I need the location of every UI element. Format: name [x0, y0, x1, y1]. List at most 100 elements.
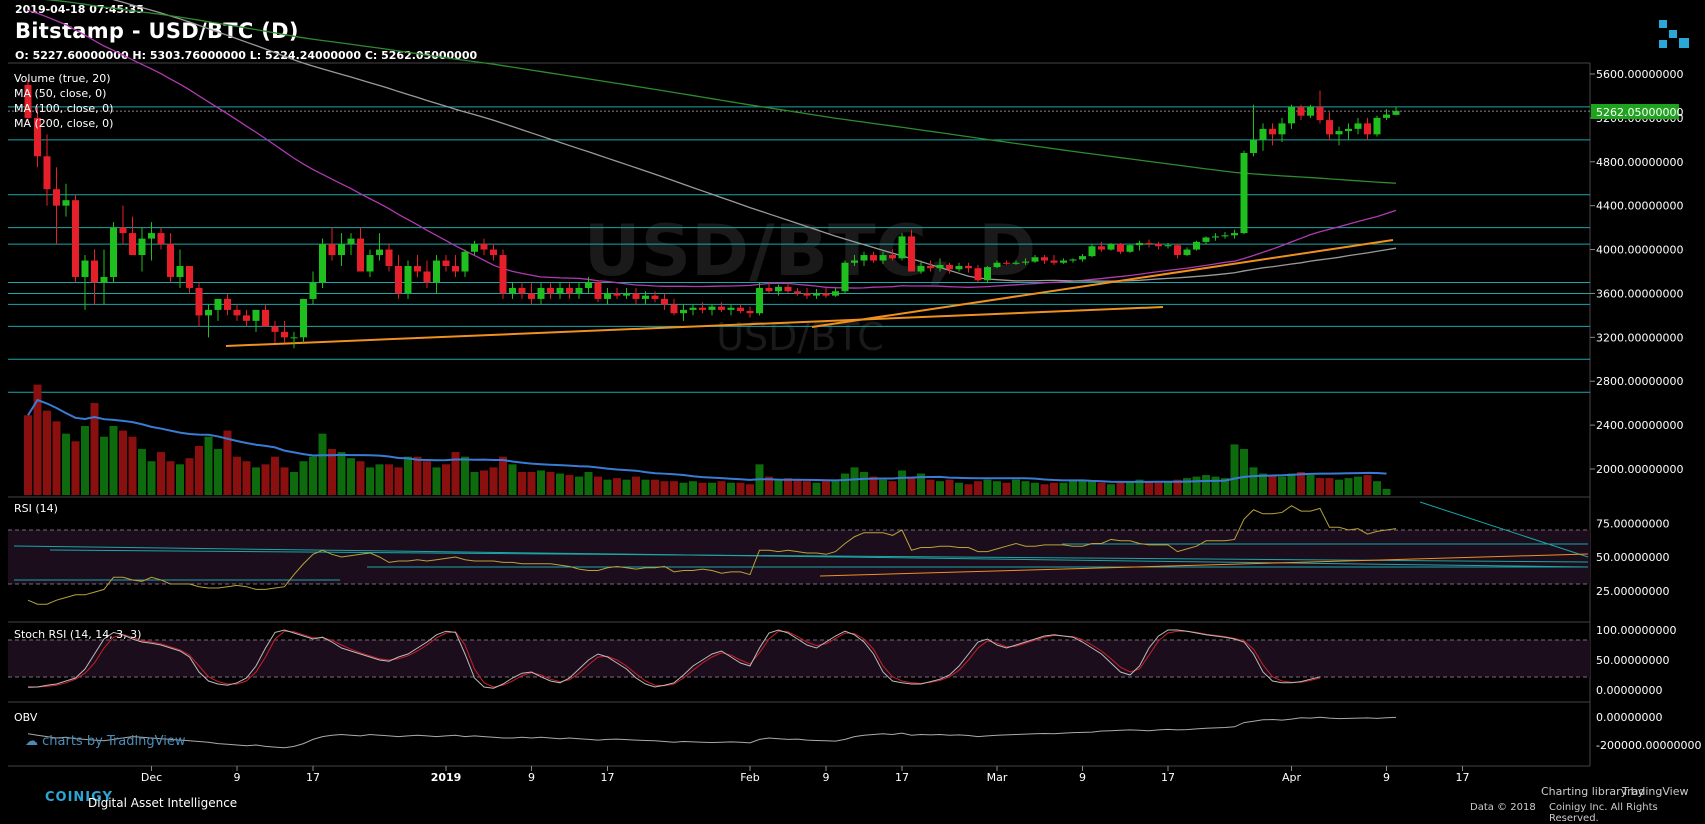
- stoch-k-series: [28, 629, 1321, 689]
- candle-body: [547, 287, 554, 294]
- volume-bar: [1373, 481, 1381, 495]
- candle-body: [642, 295, 649, 299]
- candle-body: [1269, 128, 1276, 135]
- coinigy-brand: COINIGY: [45, 790, 113, 805]
- volume-bar: [52, 421, 61, 495]
- candle-body: [1373, 117, 1381, 135]
- candle-body: [1278, 123, 1286, 135]
- volume-bar: [812, 482, 821, 495]
- volume-bar: [404, 456, 412, 495]
- volume-bar: [689, 481, 697, 495]
- candle-body: [1069, 259, 1077, 261]
- candle-body: [1316, 106, 1324, 121]
- volume-bar: [1202, 475, 1210, 495]
- last-price-tag-bg: [1591, 104, 1679, 119]
- rsi-trendline-6: [1419, 501, 1589, 558]
- volume-bar: [204, 436, 213, 495]
- volume-bar: [252, 467, 260, 495]
- volume-bar: [603, 479, 612, 495]
- volume-bar: [1230, 444, 1239, 495]
- volume-bar: [651, 479, 659, 495]
- volume-bar: [1173, 479, 1182, 495]
- volume-bar: [527, 472, 536, 495]
- moving-averages: [27, 0, 1397, 289]
- volume-bar: [565, 475, 574, 495]
- candle-body: [1288, 106, 1295, 124]
- candle-body: [442, 260, 450, 267]
- candle-body: [1392, 111, 1400, 115]
- volume-bar: [993, 481, 1001, 495]
- candle-body: [243, 315, 250, 321]
- candle-body: [794, 291, 801, 294]
- volume-bar: [1297, 472, 1305, 495]
- candle-body: [186, 266, 193, 288]
- candle-body: [708, 306, 716, 310]
- candle-body: [91, 260, 98, 283]
- candle-body: [822, 293, 830, 296]
- cloud-icon: ☁: [25, 734, 38, 749]
- candle-body: [1060, 260, 1067, 263]
- volume-bar: [1335, 479, 1343, 495]
- volume-bar: [43, 410, 51, 495]
- candle-body: [1354, 123, 1362, 129]
- candle-body: [1364, 123, 1371, 135]
- rsi-trendline-5: [49, 549, 1589, 563]
- volume-bar: [366, 467, 374, 495]
- time-tick-label: 17: [306, 771, 320, 784]
- trend-lines: [13, 239, 1589, 581]
- price-axis: 5600.000000005200.000000004800.000000004…: [1590, 68, 1701, 752]
- candle-body: [490, 249, 497, 256]
- rsi-line: [27, 505, 1397, 605]
- volume-bar: [470, 472, 479, 495]
- rights-text: Coinigy Inc. All Rights Reserved.: [1549, 802, 1658, 824]
- volume-bar: [1240, 449, 1248, 495]
- candle-body: [252, 309, 260, 321]
- candle-body: [984, 267, 991, 281]
- candle-body: [262, 309, 269, 327]
- volume-bar: [1306, 475, 1315, 495]
- volume-bar: [90, 403, 99, 495]
- volume-bar: [727, 482, 735, 495]
- volume-bar: [214, 449, 222, 495]
- volume-bar: [898, 470, 906, 495]
- ma200-line: [44, 0, 1397, 184]
- candle-body: [1345, 128, 1352, 132]
- volume-bar: [879, 479, 887, 495]
- volume-bar: [774, 479, 783, 495]
- volume-bar: [803, 481, 811, 495]
- candle-body: [1041, 257, 1048, 261]
- time-tick-label: 17: [601, 771, 615, 784]
- volume-bar: [328, 449, 336, 495]
- candle-body: [1003, 262, 1010, 264]
- candle-body: [813, 293, 820, 296]
- candle-body: [898, 236, 906, 259]
- candle-body: [566, 287, 573, 294]
- volume-bars: [24, 384, 1391, 495]
- candle-body: [499, 255, 507, 294]
- volume-bar: [1363, 475, 1372, 495]
- volume-bar: [860, 472, 868, 495]
- candle-body: [680, 309, 687, 314]
- candle-body: [300, 298, 307, 338]
- time-axis: Dec 9 17 2019 9 17 Feb 9 17 Mar 9 17 Apr 9 17: [141, 766, 1470, 784]
- volume-bar: [841, 473, 849, 495]
- volume-bar: [983, 479, 992, 495]
- candles: [24, 79, 1400, 349]
- candle-body: [1307, 106, 1314, 116]
- volume-bar: [888, 481, 897, 495]
- volume-bar: [489, 467, 498, 495]
- candle-body: [1174, 245, 1181, 256]
- candle-body: [157, 233, 165, 245]
- time-tick-label: Feb: [740, 771, 759, 784]
- volume-bar: [546, 472, 555, 495]
- charting-library-text: Charting library by: [1541, 785, 1645, 798]
- candle-body: [1183, 249, 1191, 256]
- ma50-line: [27, 9, 1397, 289]
- volume-bar: [765, 476, 773, 495]
- volume-bar: [356, 461, 365, 495]
- volume-ma-line: [27, 398, 1387, 483]
- volume-bar: [850, 467, 859, 495]
- candle-body: [148, 233, 155, 239]
- candle-body: [1250, 139, 1257, 153]
